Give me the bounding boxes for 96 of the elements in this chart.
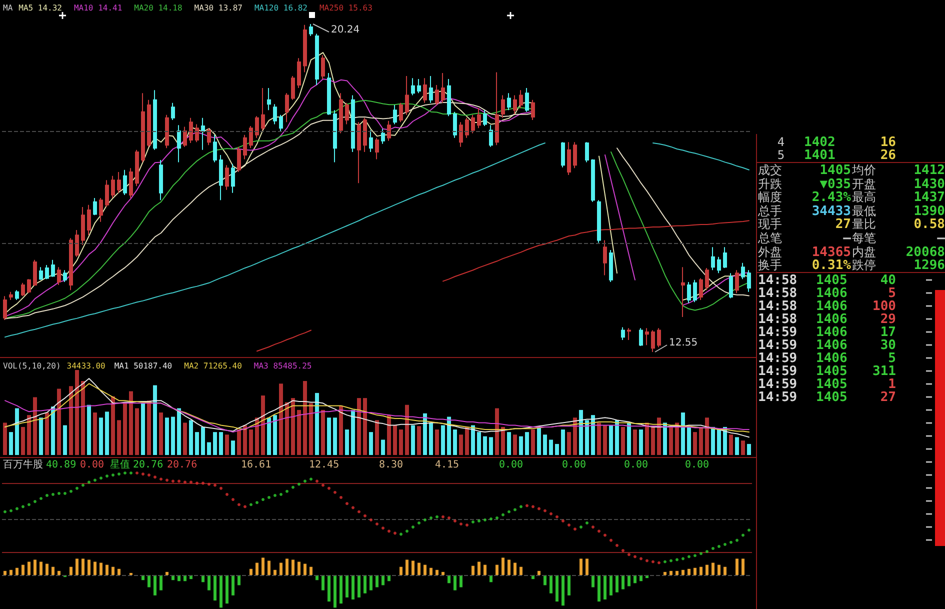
text: 每笔: [852, 231, 876, 245]
text: 1405: [816, 377, 848, 392]
legend-title: VOL(5,10,20): [3, 362, 61, 370]
text: MA2 71265.40: [184, 362, 242, 370]
text: 27: [880, 390, 896, 405]
text: 成交: [758, 163, 782, 177]
text: MA250 15.63: [319, 4, 373, 12]
text: 0.31%: [812, 258, 851, 274]
text: 29: [880, 312, 896, 327]
text: 14:58: [758, 299, 798, 314]
text: 16: [880, 135, 896, 150]
text: 20.76: [133, 460, 164, 470]
text: 26: [880, 148, 896, 163]
text: 总笔: [758, 231, 782, 245]
text: MA120 16.82: [254, 4, 308, 12]
text: 34433: [812, 204, 851, 219]
legend-title: MA: [3, 4, 13, 12]
text: 12.55: [669, 338, 698, 348]
text: 星值: [110, 460, 130, 470]
text: 16.61: [241, 460, 272, 470]
text: 1406: [816, 312, 848, 327]
text: 1405: [816, 364, 848, 379]
text: 现手: [758, 217, 782, 232]
text: 1412: [914, 163, 945, 178]
text: 14:59: [758, 338, 798, 353]
text: 4.15: [435, 460, 460, 470]
text: 幅度: [758, 190, 782, 204]
text: 1405: [820, 163, 851, 178]
text: MA3 85485.25: [254, 362, 312, 370]
text: 0.00: [624, 460, 648, 470]
text: 14:59: [758, 364, 798, 379]
text: MA1 50187.40: [114, 362, 172, 370]
text: MA10 14.41: [74, 4, 122, 12]
text: 40.89: [46, 460, 76, 470]
text: 14:59: [758, 390, 798, 405]
text: 1405: [816, 273, 848, 288]
text: 1402: [804, 135, 836, 150]
text: 总手: [758, 204, 782, 218]
text: 换手: [758, 258, 782, 272]
text: 最低: [852, 204, 876, 218]
text: 1437: [914, 190, 945, 206]
text: 1390: [914, 204, 945, 219]
text: 14:58: [758, 273, 798, 288]
text: 5: [888, 286, 896, 301]
text: ▼035: [820, 176, 851, 192]
text: 30: [880, 338, 896, 353]
text: MA30 13.87: [194, 4, 243, 12]
text: 100: [872, 299, 896, 314]
text: 跌停: [852, 258, 876, 272]
text: 0.00: [562, 460, 586, 470]
text: 量比: [852, 217, 876, 232]
text: 内盘: [852, 244, 876, 259]
text: 2.43%: [812, 190, 851, 206]
text: 1: [888, 377, 896, 392]
text: 17: [880, 325, 896, 340]
text: 4: [777, 135, 785, 149]
text: —: [937, 231, 945, 246]
text: 20.24: [331, 24, 360, 36]
text: 外盘: [758, 244, 782, 259]
text: 27: [835, 217, 851, 232]
text: 8.30: [379, 460, 404, 470]
text: 0.58: [914, 217, 945, 232]
chart-title: 百万牛股: [3, 458, 43, 470]
text: 5: [777, 148, 785, 162]
text: 14:59: [758, 325, 798, 340]
text: 40: [880, 273, 896, 288]
text: —: [843, 231, 851, 246]
text: 1401: [804, 148, 836, 163]
text: 1406: [816, 351, 848, 366]
text: 1405: [816, 390, 848, 405]
text: 均价: [852, 163, 876, 177]
text: 311: [872, 364, 896, 379]
text: 1430: [914, 176, 945, 192]
text: 14:59: [758, 351, 798, 366]
text: 14:58: [758, 312, 798, 327]
text: 1406: [816, 338, 848, 353]
text: 20068: [906, 244, 945, 260]
text: 1296: [914, 258, 945, 274]
text: 升跌: [758, 176, 782, 191]
text: 20.76: [167, 460, 198, 470]
text: 0.00: [685, 460, 710, 470]
text: 1406: [816, 299, 848, 314]
text: 开盘: [852, 176, 876, 191]
text: 12.45: [309, 460, 340, 470]
text: 最高: [852, 190, 876, 204]
text: 14:58: [758, 286, 798, 301]
text: MA5 14.32: [18, 4, 62, 12]
text: 0.00: [80, 460, 104, 470]
text: 0.00: [499, 460, 524, 470]
annotation: 34433.00: [66, 362, 106, 370]
text: MA20 14.18: [134, 4, 182, 12]
text: 1406: [816, 286, 848, 301]
text: 1406: [816, 325, 848, 340]
text: 14:59: [758, 377, 798, 392]
text: 5: [888, 351, 896, 366]
text: 14365: [812, 244, 851, 260]
